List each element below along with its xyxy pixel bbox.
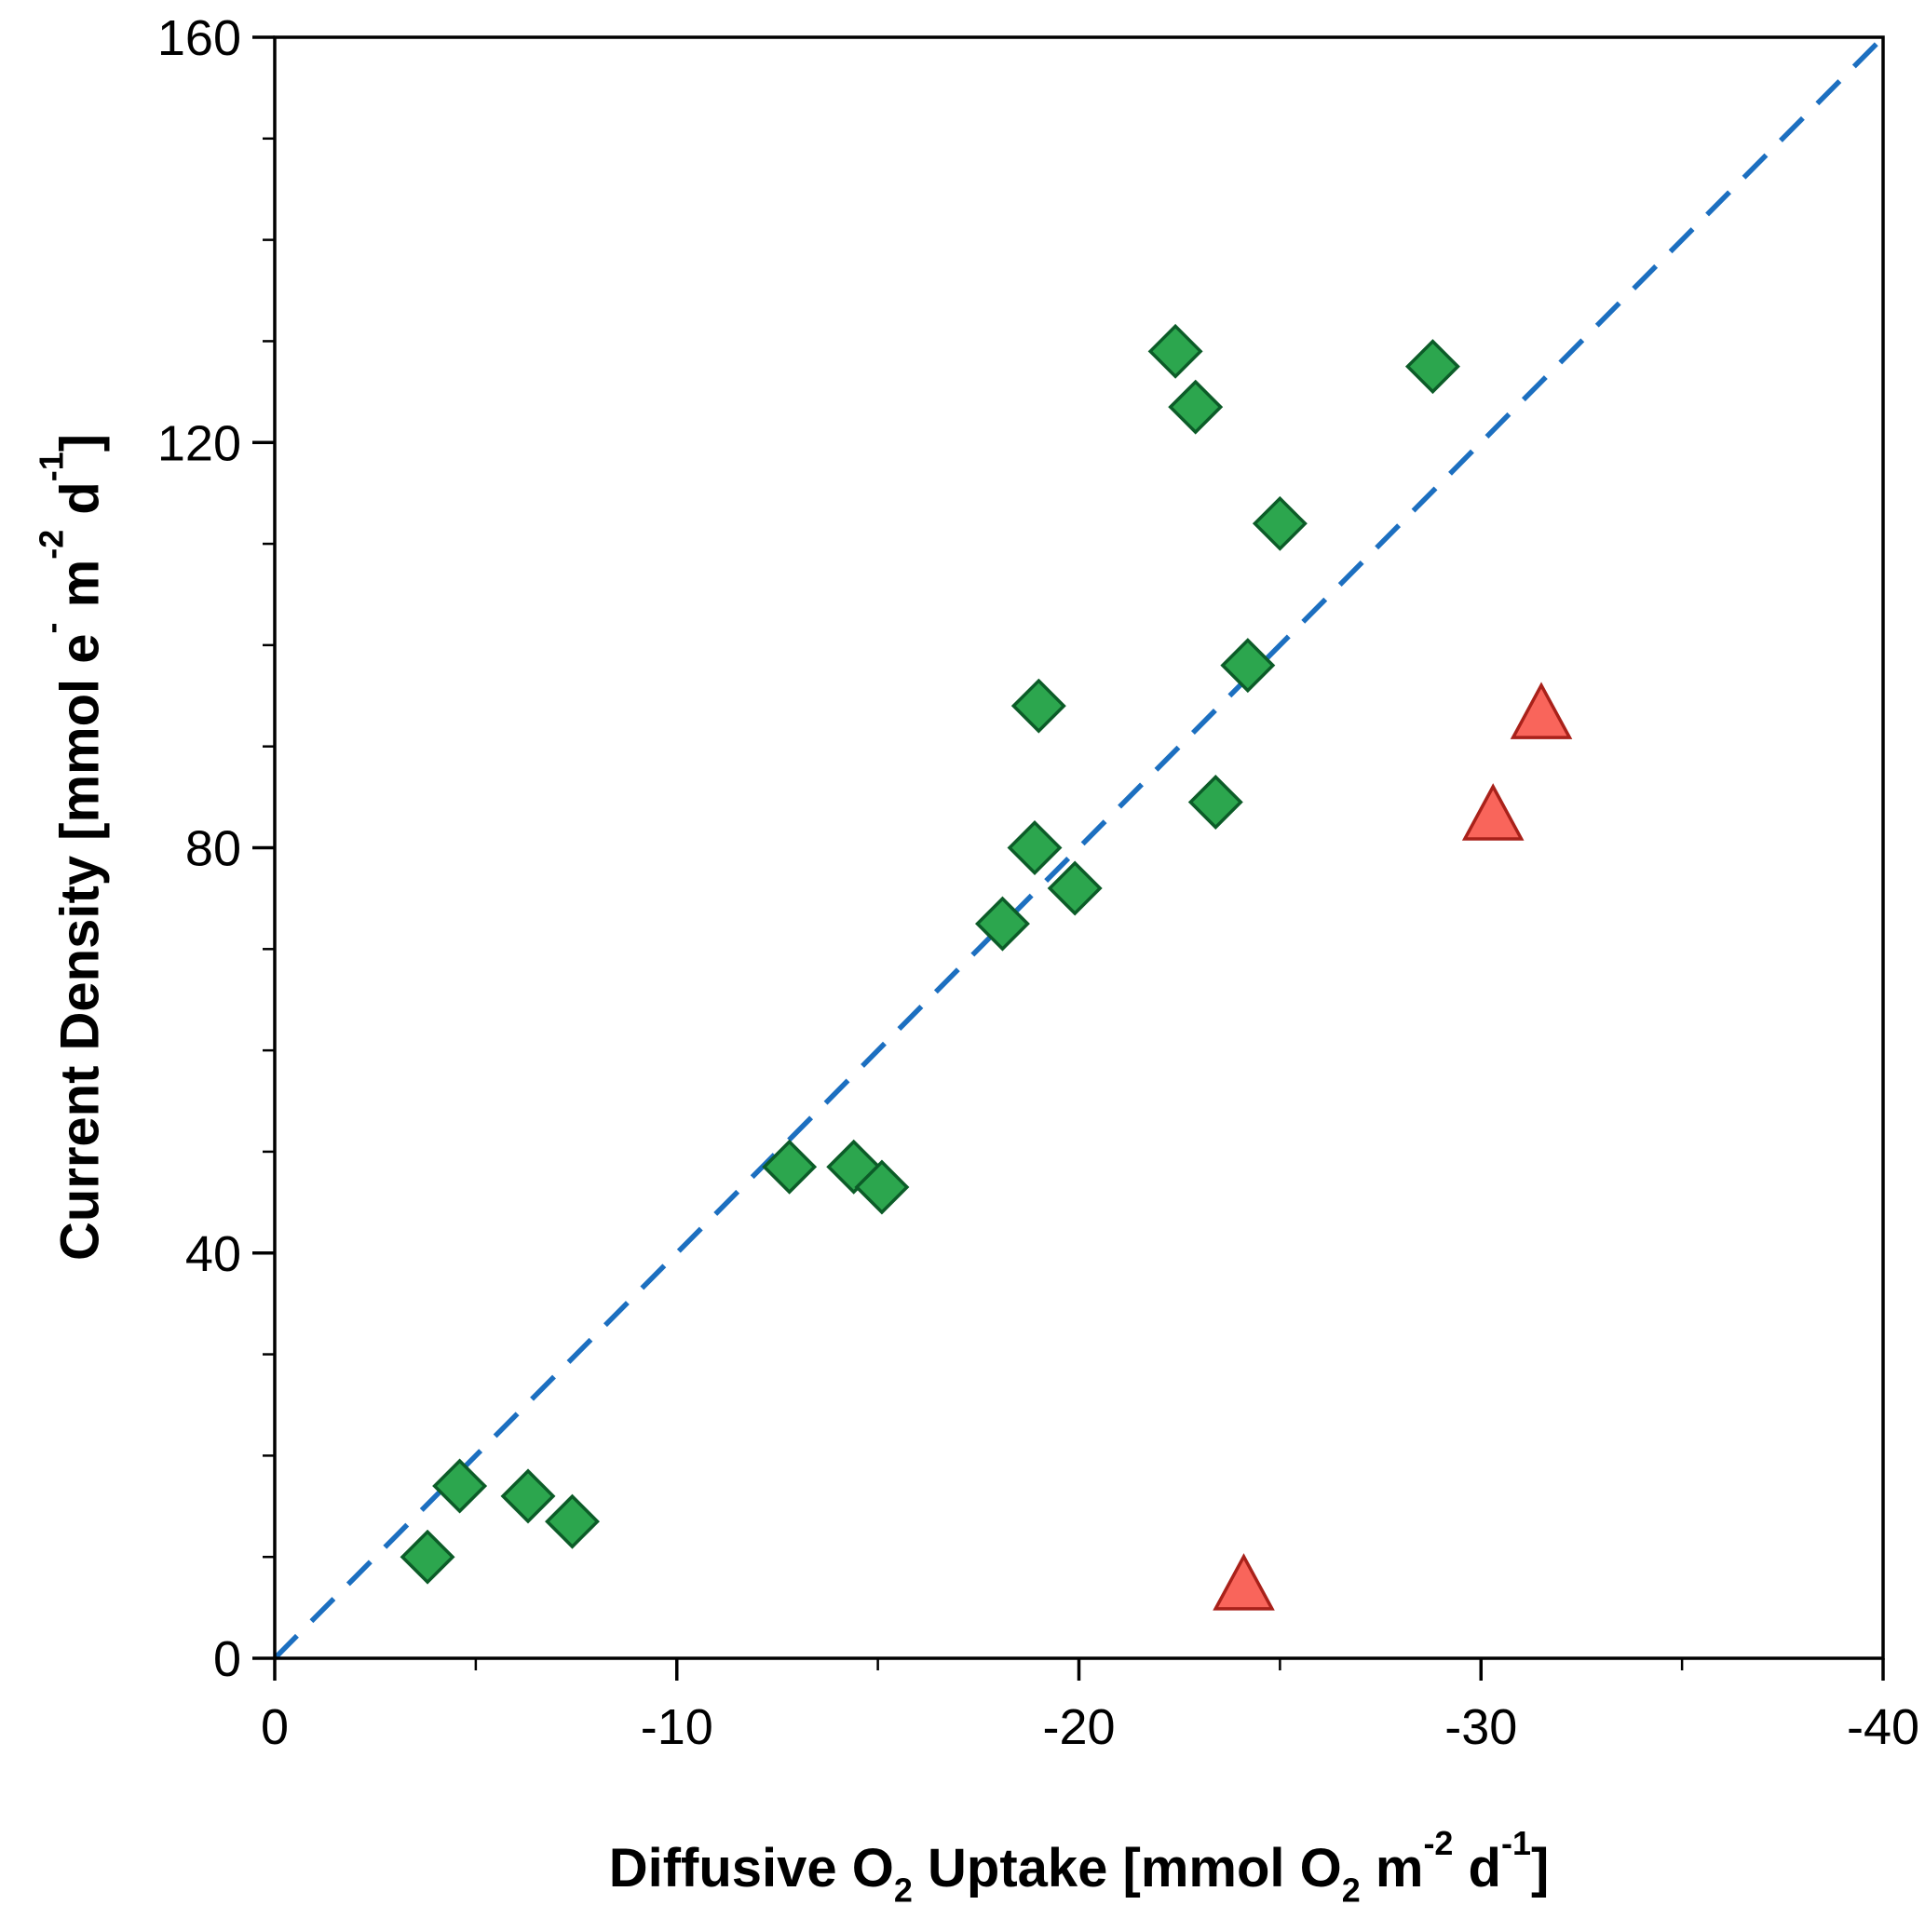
data-point-diamond [974,896,1030,952]
data-point-diamond [432,1458,488,1514]
axis-title-segment: -2 [1423,1824,1454,1862]
data-point-diamond [826,1139,882,1195]
y-tick-label: 80 [185,821,241,877]
data-point-diamond [1010,678,1066,734]
axis-title-segment: ] [49,433,111,453]
data-point-diamond [400,1529,455,1585]
axis-title-segment: d [49,481,111,530]
axis-title-segment: Diffusive O [608,1838,894,1899]
data-point-triangle [1461,783,1525,841]
data-point-diamond [1187,775,1243,831]
axis-title-segment: - [32,622,71,634]
data-point-diamond [1007,820,1063,875]
data-point-diamond [1168,379,1224,435]
data-point-diamond [500,1468,556,1524]
data-point-triangle [1213,1553,1275,1611]
axis-title-segment: Uptake [mmol O [912,1838,1342,1899]
axis-title-segment: 2 [893,1871,913,1910]
y-tick-label: 40 [185,1226,241,1282]
data-point-diamond [545,1493,600,1549]
axis-title-segment: -1 [32,452,71,482]
x-tick-label: -20 [1042,1699,1115,1755]
data-point-triangle [1510,682,1573,739]
data-point-diamond [1147,323,1203,379]
y-axis-title: Current Density [mmol e- m-2 d-1] [6,37,111,1658]
x-tick-label: -40 [1847,1699,1919,1755]
y-tick-label: 120 [157,415,241,471]
axis-title-segment: Current Density [mmol e [49,633,111,1262]
axis-title-segment: 2 [1341,1871,1361,1910]
y-tick-label: 0 [213,1631,241,1687]
data-point-diamond [1404,339,1460,395]
axis-title-segment: ] [1530,1838,1550,1899]
one-to-one-line [273,35,1885,1660]
axis-title-segment: m [1360,1838,1424,1899]
data-point-diamond [854,1159,910,1215]
x-tick-label: 0 [261,1699,289,1755]
axis-title-segment: -1 [1500,1824,1531,1862]
axis-title-segment: -2 [32,529,71,560]
x-tick-label: -10 [641,1699,713,1755]
data-point-diamond [1047,860,1103,916]
data-point-diamond [1252,495,1308,551]
data-point-diamond [762,1139,818,1195]
x-axis-title: Diffusive O2 Uptake [mmol O2 m-2 d-1] [275,1802,1883,1909]
data-point-diamond [1220,638,1276,694]
axis-title-segment: m [49,559,111,623]
axis-title-segment: d [1453,1838,1501,1899]
y-tick-label: 160 [157,10,241,66]
x-tick-label: -30 [1444,1699,1517,1755]
